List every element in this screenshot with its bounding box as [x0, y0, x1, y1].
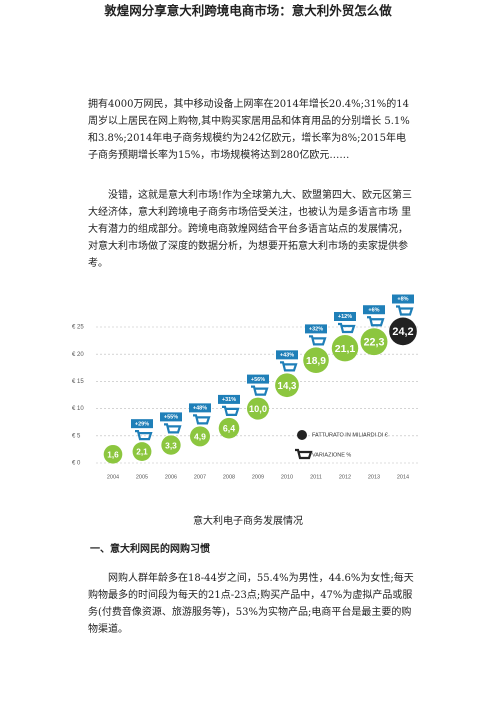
legend-swatch [295, 448, 313, 460]
x-tick-label: 2010 [281, 474, 293, 480]
variation-box [131, 419, 153, 429]
paragraph: 没错，这就是意大利市场!作为全球第九大、欧盟第四大、欧元区第三大经济体，意大利跨… [88, 190, 413, 269]
paragraph: 网购人群年龄多在18-44岁之间，55.4%为男性，44.6%为女性;每天购物最… [88, 573, 414, 635]
cart-icon [338, 322, 356, 334]
x-tick-label: 2009 [252, 474, 264, 480]
bubble [389, 317, 417, 346]
x-tick-label: 2011 [310, 474, 322, 480]
x-tick-label: 2007 [194, 474, 206, 480]
variation-label: +48% [193, 406, 207, 412]
x-tick-label: 2012 [339, 474, 351, 480]
cart-icon [396, 305, 414, 316]
variation-box [189, 403, 211, 413]
legend-swatch [297, 430, 307, 440]
bubble-label: 18,9 [306, 356, 326, 367]
bubble [360, 328, 388, 356]
title: 敦煌网分享意大利跨境电商市场：意大利外贸怎么做 [104, 3, 392, 18]
variation-box [305, 324, 327, 334]
x-tick-label: 2008 [223, 474, 235, 480]
x-tick-label: 2014 [397, 474, 409, 480]
variation-box [160, 412, 182, 422]
bubble-label: 6,4 [223, 423, 235, 433]
variation-label: +8% [397, 297, 408, 303]
cart-icon [135, 430, 153, 441]
bubble [103, 444, 123, 464]
variation-label: +56% [251, 377, 265, 383]
bubble-label: 10,0 [249, 404, 267, 414]
bubble [190, 426, 210, 447]
bubble-label: 14,3 [278, 381, 297, 392]
variation-box [218, 394, 240, 404]
legend-label: VARIAZIONE % [312, 452, 351, 458]
variation-label: +12% [338, 314, 352, 320]
bubble-label: 2,1 [136, 448, 148, 457]
x-tick-label: 2005 [136, 474, 148, 480]
bubble [161, 435, 181, 455]
caption: 意大利电子商务发展情况 [193, 516, 303, 527]
variation-label: +31% [222, 397, 236, 403]
y-tick-label: € 15 [72, 379, 84, 385]
x-tick-label: 2004 [107, 474, 119, 480]
variation-label: +43% [280, 353, 294, 359]
bubble [132, 442, 152, 461]
chart: € 0 € 5 € 10 € 15 € 20 € 25 2004 2005 2006 2007 20… [72, 294, 420, 480]
bubble-label: 3,3 [165, 440, 177, 450]
cart-icon [222, 405, 240, 417]
variation-box [363, 305, 385, 315]
y-tick-label: € 10 [72, 406, 84, 412]
y-tick-label: € 5 [72, 433, 81, 439]
x-tick-label: 2006 [165, 474, 177, 480]
variation-box [247, 374, 269, 384]
variation-label: +6% [368, 307, 379, 313]
cart-icon [251, 385, 269, 396]
x-tick-label: 2013 [368, 474, 380, 480]
heading: 一、意大利网民的网购习惯 [90, 544, 210, 555]
bubble-label: 24,2 [392, 326, 413, 338]
variation-box [334, 311, 356, 321]
variation-label: +32% [309, 327, 323, 333]
cart-icon [164, 423, 182, 434]
bubble [331, 334, 359, 362]
paragraph: 拥有4000万网民，其中移动设备上网率在2014年增长20.4%;31%的14周… [88, 99, 410, 161]
bubble [275, 373, 299, 398]
bubble [247, 397, 269, 420]
y-tick-label: € 20 [72, 352, 84, 358]
y-tick-label: € 25 [72, 325, 84, 331]
bubble-label: 21,1 [335, 343, 356, 355]
variation-box [276, 350, 298, 360]
variation-box [392, 294, 414, 304]
bubble-label: 22,3 [364, 337, 385, 349]
cart-icon [280, 361, 298, 372]
bubble [218, 417, 240, 439]
cart-icon [309, 335, 327, 346]
variation-label: +55% [164, 415, 178, 421]
bubble-label: 1,6 [107, 450, 119, 459]
legend-label: FATTURATO IN MILIARDI DI € [312, 432, 388, 438]
cart-icon [367, 316, 385, 327]
bubble [303, 347, 329, 373]
cart-icon [193, 414, 211, 425]
y-tick-label: € 0 [72, 461, 81, 467]
bubble-label: 4,9 [194, 432, 206, 442]
variation-label: +29% [135, 421, 149, 427]
